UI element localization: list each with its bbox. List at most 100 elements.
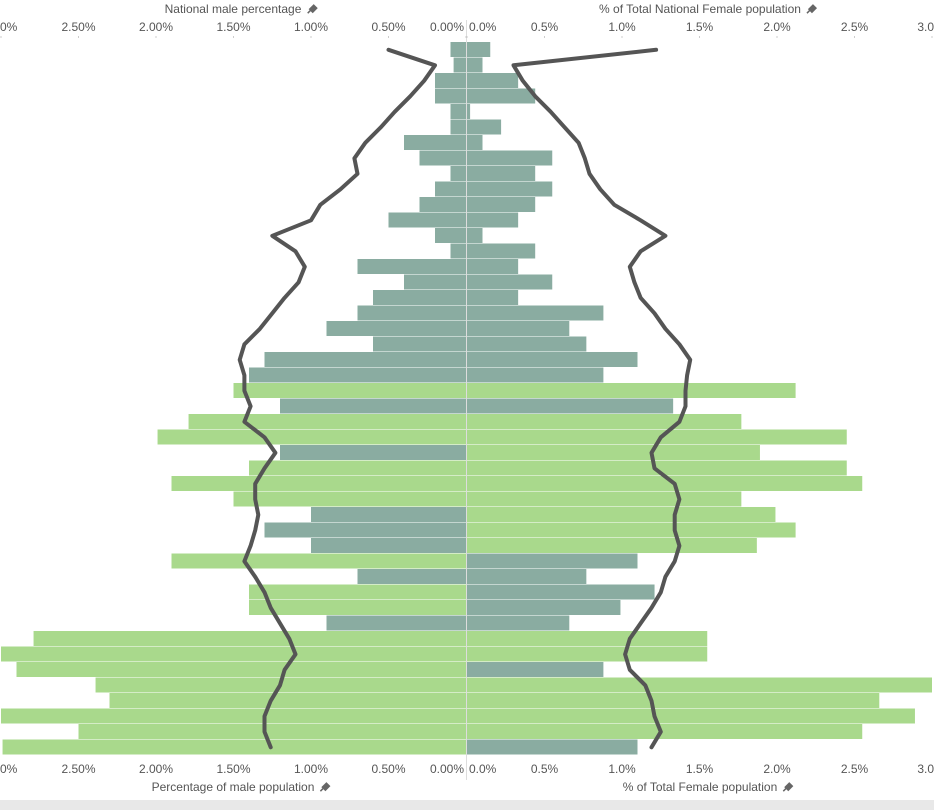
x-tick-label: 2.50% [61, 20, 95, 34]
x-tick-label: 1.0% [608, 20, 636, 34]
axis-title-bottom: Percentage of male population [152, 780, 315, 794]
bar [311, 538, 466, 553]
bar [450, 119, 466, 135]
bar [419, 197, 466, 212]
bar [373, 336, 466, 352]
bar [435, 228, 466, 243]
pin-icon [806, 4, 818, 14]
bar [404, 135, 466, 150]
bar [419, 150, 466, 166]
bar [249, 367, 466, 383]
axis-title-top: National male percentage [165, 2, 302, 16]
bar [467, 677, 932, 693]
x-tick-label: 2.5% [841, 762, 869, 776]
bar [357, 305, 466, 321]
bar [467, 73, 519, 88]
bar [467, 491, 742, 507]
x-tick-label: 1.50% [216, 762, 250, 776]
bar [467, 88, 536, 104]
bar [357, 569, 466, 584]
bar [435, 88, 466, 104]
bar [467, 212, 519, 228]
bar [171, 476, 466, 491]
x-tick-label: 2.0% [763, 20, 791, 34]
bar [467, 584, 655, 600]
bar [467, 569, 587, 584]
bar [467, 42, 491, 57]
bar [388, 212, 466, 228]
bar [78, 724, 466, 739]
x-tick-label: 3.0 [917, 20, 934, 34]
bar [467, 321, 570, 336]
x-tick-label: 2.0% [763, 762, 791, 776]
bar [280, 445, 466, 460]
x-tick-label: 0.00% [430, 20, 464, 34]
bar [467, 708, 915, 724]
x-tick-label: 2.00% [139, 762, 173, 776]
bar [467, 615, 570, 631]
bar [467, 646, 708, 662]
bar [467, 600, 621, 615]
bar [249, 584, 466, 600]
x-tick-label: 0% [0, 20, 18, 34]
bar [450, 243, 466, 259]
bar [467, 57, 483, 73]
bar [249, 600, 466, 615]
x-tick-label: 1.0% [608, 762, 636, 776]
x-tick-label: 1.5% [686, 20, 714, 34]
bar [467, 336, 587, 352]
bar [33, 631, 467, 646]
axis-title-bottom: % of Total Female population [623, 780, 778, 794]
x-tick-label: 0.0% [469, 20, 497, 34]
x-tick-label: 0.00% [430, 762, 464, 776]
bar [326, 615, 466, 631]
x-tick-label: 2.50% [61, 762, 95, 776]
x-tick-label: 3.0 [917, 762, 934, 776]
x-tick-label: 2.5% [841, 20, 869, 34]
x-tick-label: 0.5% [531, 762, 559, 776]
bar [467, 631, 708, 646]
x-tick-label: 0.5% [531, 20, 559, 34]
bar [450, 42, 466, 57]
bar [467, 724, 863, 739]
bar [467, 197, 536, 212]
bar [188, 414, 467, 429]
bar [467, 228, 483, 243]
bar [1, 646, 466, 662]
bar [233, 383, 466, 398]
bar [467, 274, 553, 290]
x-tick-label: 0.0% [469, 762, 497, 776]
bar [467, 522, 796, 538]
bar [233, 491, 466, 507]
pin-icon [319, 782, 331, 792]
footer-strip [0, 800, 934, 810]
bar [467, 739, 638, 755]
bar [467, 166, 536, 181]
national-line [511, 47, 693, 750]
x-tick-label: 1.00% [294, 762, 328, 776]
bar [467, 429, 847, 445]
bar [311, 507, 466, 522]
axis-title-top: % of Total National Female population [599, 2, 801, 16]
bar [467, 538, 757, 553]
bar [467, 135, 483, 150]
bar [404, 274, 466, 290]
bar [264, 352, 466, 367]
bar [467, 367, 604, 383]
pin-icon [782, 782, 794, 792]
bar [467, 305, 604, 321]
bar [453, 57, 466, 73]
x-tick-label: 1.00% [294, 20, 328, 34]
pin-icon [307, 4, 318, 14]
bar [467, 119, 502, 135]
x-tick-label: 0.50% [371, 762, 405, 776]
bar [467, 398, 674, 414]
bar [157, 429, 467, 445]
x-tick-label: 0% [0, 762, 18, 776]
bar [171, 553, 466, 569]
bar [109, 693, 466, 708]
bar [2, 739, 467, 755]
bar [467, 553, 638, 569]
bar [467, 507, 776, 522]
